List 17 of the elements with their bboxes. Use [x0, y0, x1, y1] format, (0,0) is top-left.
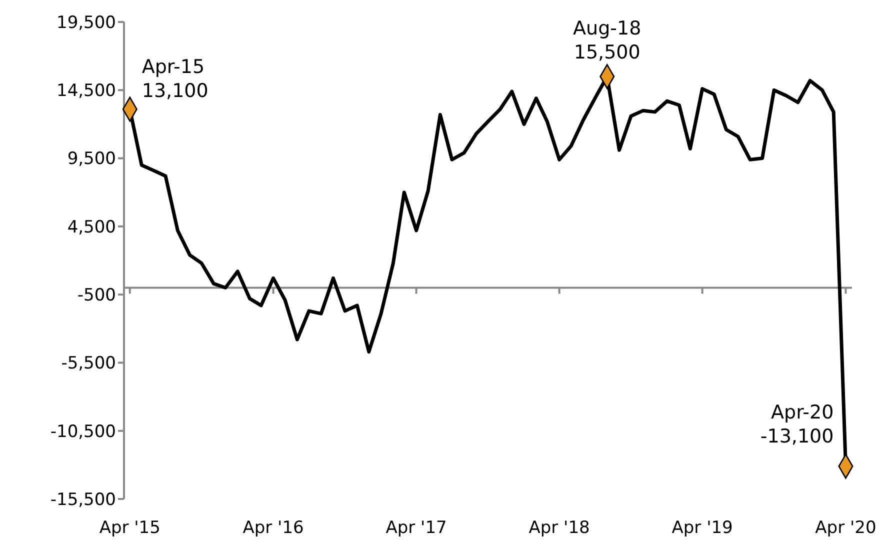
x-tick-label: Apr '15 — [99, 518, 160, 538]
x-tick-label: Apr '20 — [815, 518, 876, 538]
y-tick-label: -5,500 — [61, 354, 116, 374]
x-tick-label: Apr '17 — [386, 518, 447, 538]
y-tick-label: 14,500 — [56, 81, 116, 102]
y-tick-label: -15,500 — [50, 490, 116, 510]
y-tick-label: 4,500 — [67, 217, 116, 238]
x-tick-label: Apr '16 — [242, 518, 304, 538]
y-tick-label: -500 — [77, 286, 116, 306]
annotation: Apr-20 -13,100 — [760, 401, 834, 448]
y-tick-label: 9,500 — [67, 149, 116, 170]
x-tick-label: Apr '18 — [528, 518, 590, 538]
y-tick-label: 19,500 — [56, 12, 116, 33]
annotation: Aug-18 15,500 — [573, 18, 642, 64]
annotation: Apr-15 13,100 — [142, 56, 208, 102]
x-tick-label: Apr '19 — [672, 518, 733, 538]
y-tick-label: -10,500 — [50, 422, 116, 442]
